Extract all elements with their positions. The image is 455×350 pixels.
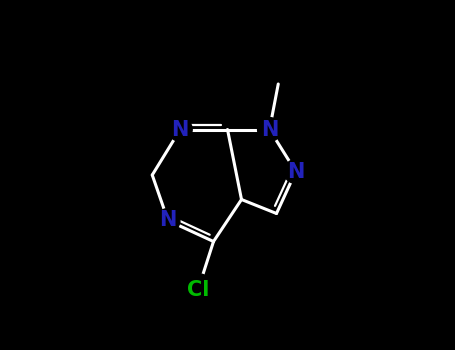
Text: N: N	[261, 119, 278, 140]
Circle shape	[156, 209, 180, 232]
Circle shape	[181, 274, 215, 307]
Circle shape	[284, 160, 308, 183]
Text: N: N	[287, 161, 304, 182]
Circle shape	[258, 118, 281, 141]
Text: N: N	[172, 119, 189, 140]
Text: Cl: Cl	[187, 280, 209, 301]
Circle shape	[168, 118, 192, 141]
Text: N: N	[159, 210, 177, 231]
